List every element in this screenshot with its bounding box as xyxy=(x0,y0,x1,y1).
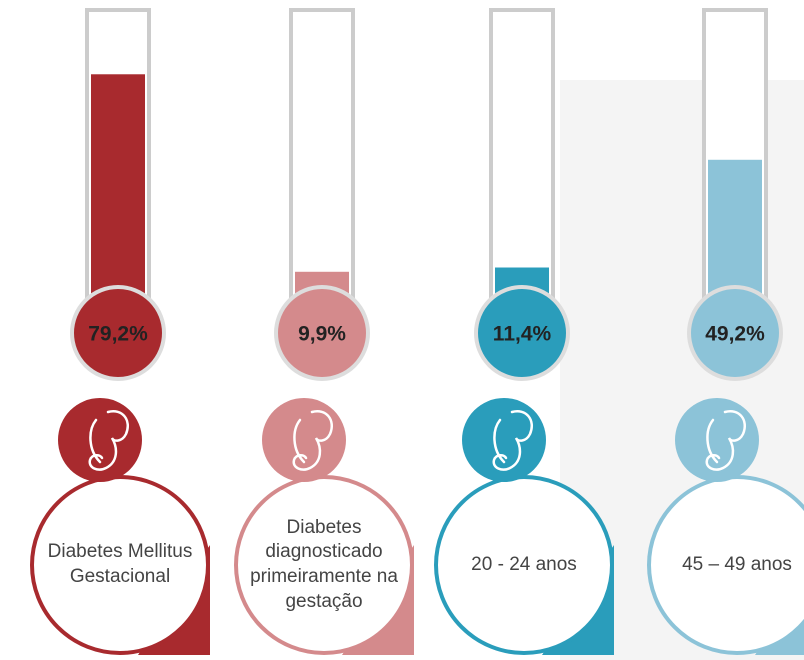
label-circle xyxy=(30,475,210,655)
thermometer-bulb xyxy=(687,285,783,381)
fetus-icon xyxy=(492,409,533,471)
label-circle xyxy=(434,475,614,655)
thermometer-fill xyxy=(91,74,145,320)
value-label: 49,2% xyxy=(705,323,765,346)
category-label: 20 - 24 anos xyxy=(471,553,577,575)
category-label-box: 20 - 24 anos xyxy=(471,553,577,575)
fetus-icon xyxy=(705,409,746,471)
label-circle xyxy=(647,475,804,655)
category-label: Diabetes diagnosticado primeiramente na … xyxy=(250,516,398,612)
fetus-icon xyxy=(292,409,333,471)
value-label: 79,2% xyxy=(88,323,148,346)
value-label: 9,9% xyxy=(298,323,346,346)
fetus-circle xyxy=(675,398,759,482)
thermometer-bulb xyxy=(70,285,166,381)
category-label: 45 – 49 anos xyxy=(682,553,792,575)
category-label: Diabetes Mellitus Gestacional xyxy=(47,541,193,587)
thermometer-bulb xyxy=(274,285,370,381)
value-label: 11,4% xyxy=(493,323,552,346)
category-label-box: 45 – 49 anos xyxy=(682,553,792,575)
label-circle xyxy=(234,475,414,655)
category-label-box: Diabetes diagnosticado primeiramente na … xyxy=(250,516,398,612)
category-label-box: Diabetes Mellitus Gestacional xyxy=(47,541,193,587)
thermometer-bulb xyxy=(474,285,570,381)
fetus-icon xyxy=(88,409,129,471)
fetus-circle xyxy=(58,398,142,482)
fetus-circle xyxy=(262,398,346,482)
fetus-circle xyxy=(462,398,546,482)
